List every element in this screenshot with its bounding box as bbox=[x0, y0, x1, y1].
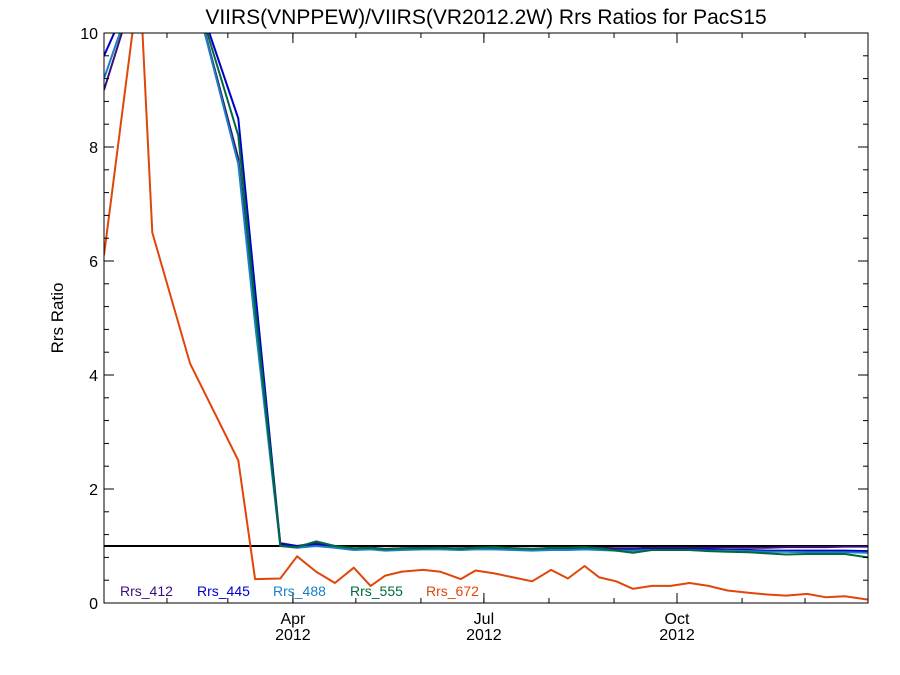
series-line-rrs-412 bbox=[104, 33, 868, 550]
y-tick-label: 10 bbox=[80, 26, 98, 43]
series-line-rrs-555 bbox=[104, 33, 868, 559]
x-tick-label-year: 2012 bbox=[275, 627, 311, 644]
legend-label-rrs-445: Rrs_445 bbox=[197, 583, 250, 599]
y-tick-label: 0 bbox=[89, 596, 98, 613]
y-tick-label: 2 bbox=[89, 482, 98, 499]
y-axis-label: Rrs Ratio bbox=[48, 283, 67, 354]
y-tick-label: 4 bbox=[89, 368, 98, 385]
y-tick-label: 6 bbox=[89, 254, 98, 271]
y-tick-label: 8 bbox=[89, 140, 98, 157]
plot-frame bbox=[103, 32, 869, 604]
legend-label-rrs-672: Rrs_672 bbox=[426, 583, 479, 599]
legend-label-rrs-412: Rrs_412 bbox=[120, 583, 173, 599]
series-line-rrs-672 bbox=[104, 33, 868, 601]
x-tick-label-month: Oct bbox=[665, 611, 690, 628]
x-tick-label-year: 2012 bbox=[466, 627, 502, 644]
legend-label-rrs-488: Rrs_488 bbox=[273, 583, 326, 599]
x-tick-label-year: 2012 bbox=[659, 627, 695, 644]
x-tick-label-month: Apr bbox=[280, 611, 306, 628]
legend-label-rrs-555: Rrs_555 bbox=[350, 583, 403, 599]
chart-title: VIIRS(VNPPEW)/VIIRS(VR2012.2W) Rrs Ratio… bbox=[205, 6, 766, 29]
x-tick-label-month: Jul bbox=[474, 611, 494, 628]
